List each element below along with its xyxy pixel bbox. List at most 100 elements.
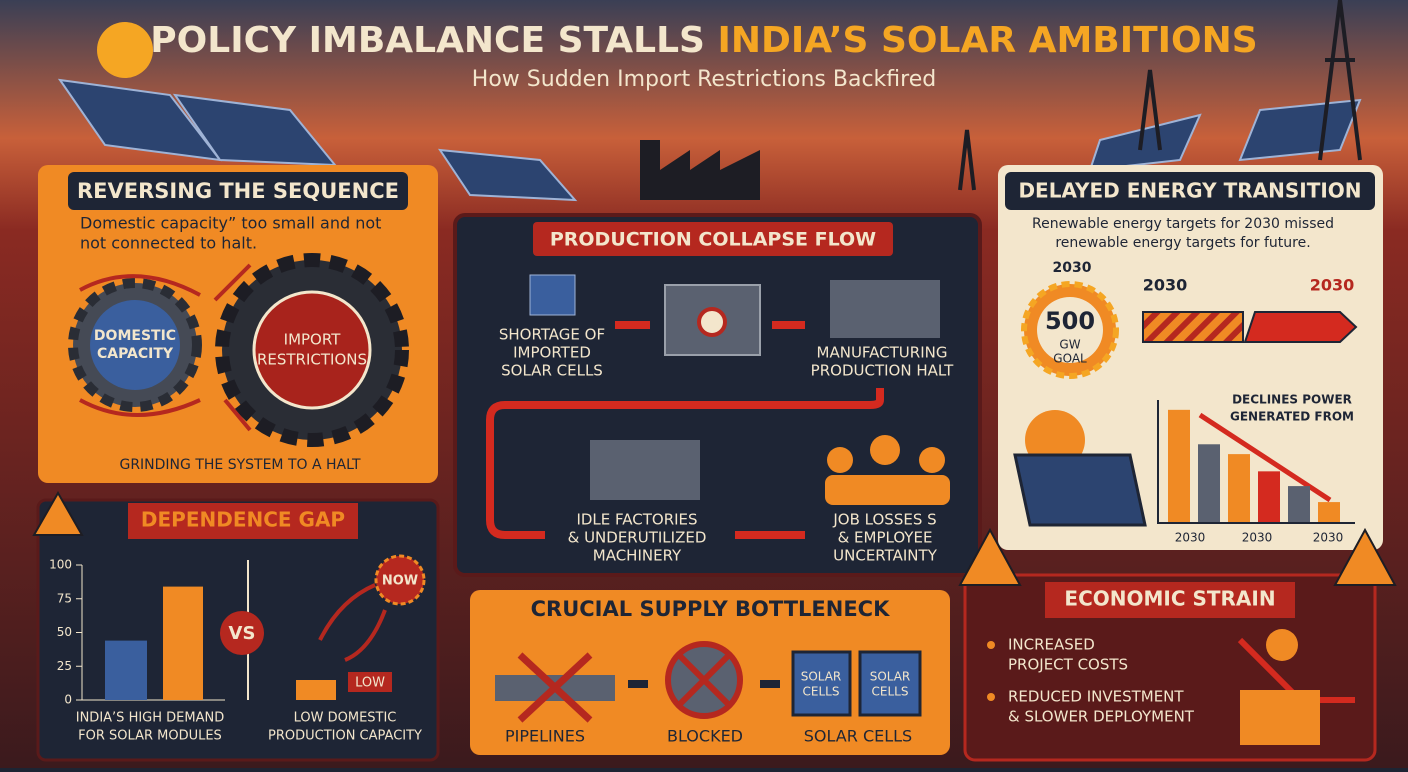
y-tick-label: 50 [57, 625, 72, 639]
now-badge [374, 554, 426, 606]
title-part: POLICY IMBALANCE STALLS [150, 20, 705, 61]
investment-icon [1240, 690, 1320, 745]
step-label: & EMPLOYEE [838, 529, 933, 547]
bullet [987, 693, 995, 701]
y-tick-label: 75 [57, 591, 72, 605]
gear-label: IMPORT [284, 331, 342, 349]
crate-label: SOLAR [870, 670, 911, 684]
item-label: PIPELINES [505, 727, 585, 746]
step-label: UNCERTAINTY [833, 547, 938, 565]
sun [97, 22, 153, 78]
machine-icon [590, 440, 700, 500]
body-text: renewable energy targets for future. [1055, 235, 1310, 251]
gear-label: RESTRICTIONS [257, 351, 367, 369]
body-text: Domestic capacity” too small and not [80, 214, 381, 233]
bullet-text: REDUCED INVESTMENT [1008, 688, 1184, 706]
subtitle: How Sudden Import Restrictions Backfired [472, 67, 936, 92]
factory [640, 140, 760, 200]
warning-icon [958, 527, 1022, 586]
title-badge [1005, 172, 1375, 210]
gear-label: CAPACITY [97, 346, 174, 362]
y-tick-label: 0 [64, 693, 72, 707]
panel-title: CRUCIAL SUPPLY BOTTLENECK [531, 597, 890, 621]
bullet-text: & SLOWER DEPLOYMENT [1008, 708, 1195, 726]
cross [677, 653, 731, 707]
axis [1157, 400, 1355, 524]
timeline-bar [1142, 311, 1244, 343]
crate [858, 650, 922, 717]
no-entry-icon [697, 307, 727, 337]
flow-arrows [318, 583, 387, 662]
x-tick-label: 2030 [1175, 531, 1206, 545]
bar [1258, 471, 1280, 523]
low-label: LOW [355, 676, 385, 691]
body-text: Renewable energy targets for 2030 missed [1032, 216, 1334, 232]
low-bar [296, 680, 336, 700]
title-badge [533, 222, 893, 256]
y-tick-label: 100 [49, 558, 72, 572]
step-label: MACHINERY [593, 547, 682, 565]
panel-title: DEPENDENCE GAP [141, 508, 345, 532]
sun-badge-inner [1037, 297, 1103, 363]
bullet-text: PROJECT COSTS [1008, 656, 1128, 674]
title-badge [68, 172, 408, 210]
bar [1228, 454, 1250, 523]
x-tick-label: 2030 [1313, 531, 1344, 545]
warning-icon [32, 490, 84, 536]
warning-icon [1333, 527, 1397, 586]
panel-title: ECONOMIC STRAIN [1064, 587, 1275, 611]
solar-panels [57, 78, 1362, 202]
bar [1168, 409, 1190, 523]
low-badge [348, 672, 392, 692]
gear-label: DOMESTIC [94, 328, 176, 344]
caption: INDIA’S HIGH DEMAND [76, 711, 224, 726]
now-label: NOW [382, 574, 418, 589]
step-label: & UNDERUTILIZED [568, 529, 707, 547]
rupee-icon [1266, 629, 1298, 661]
title-badge [1045, 582, 1295, 618]
crate-label: SOLAR [801, 670, 842, 684]
workers-icon [825, 435, 950, 505]
caption: PRODUCTION CAPACITY [268, 729, 422, 744]
bar [1288, 486, 1310, 523]
goal-year: 2030 [1053, 260, 1092, 276]
step-label: IDLE FACTORIES [576, 511, 697, 529]
step-label: JOB LOSSES S [832, 511, 936, 529]
step-label: SOLAR CELLS [501, 362, 603, 380]
step-label: SHORTAGE OF [499, 326, 605, 344]
title: POLICY IMBALANCE STALLS INDIA’S SOLAR AM… [150, 20, 1257, 61]
bullet-text: INCREASED [1008, 636, 1095, 654]
step-label: PRODUCTION HALT [811, 362, 954, 380]
chart-title: DECLINES POWER [1232, 393, 1352, 407]
gear-hub [252, 290, 372, 410]
panel-title: REVERSING THE SEQUENCE [77, 179, 399, 203]
crate-label: CELLS [872, 685, 909, 699]
item-label: BLOCKED [667, 727, 743, 746]
timeline-bar [1243, 311, 1358, 343]
crate [791, 650, 852, 717]
bar [1318, 502, 1340, 523]
factory-icon [830, 280, 940, 338]
pylons [958, 0, 1362, 191]
bar [163, 586, 203, 700]
gear-hub [90, 300, 180, 390]
cross [517, 652, 593, 723]
vs-label: VS [229, 623, 256, 644]
goal-unit: GW [1059, 338, 1080, 352]
item-label: SOLAR CELLS [804, 727, 912, 746]
title-part: INDIA’S SOLAR AMBITIONS [705, 20, 1258, 61]
solar-panel [1013, 453, 1147, 527]
decline-arrow [1198, 412, 1332, 503]
bullet [987, 641, 995, 649]
goal-value: 500 [1045, 307, 1095, 335]
vs-badge [220, 611, 264, 655]
goal-unit: GOAL [1053, 352, 1087, 366]
rotation-arrows [79, 263, 252, 432]
step-label: IMPORTED [513, 344, 591, 362]
body-text: not connected to halt. [80, 234, 257, 253]
bar [1198, 444, 1220, 523]
panel-title: PRODUCTION COLLAPSE FLOW [550, 229, 876, 251]
timeline-label: 2030 [1143, 276, 1188, 295]
